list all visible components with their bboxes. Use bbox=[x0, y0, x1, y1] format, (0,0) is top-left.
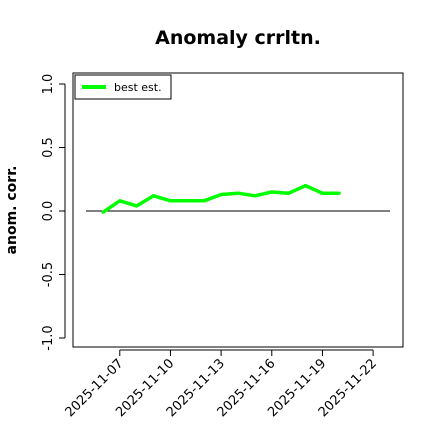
y-tick-label: -1.0 bbox=[41, 325, 56, 350]
data-point bbox=[270, 190, 274, 194]
plot-frame bbox=[72, 72, 404, 348]
data-point bbox=[337, 191, 341, 195]
data-point bbox=[236, 191, 240, 195]
data-point bbox=[202, 199, 206, 203]
data-point bbox=[253, 194, 257, 198]
series-group bbox=[101, 183, 341, 214]
data-point bbox=[304, 184, 308, 188]
series-line-best-est bbox=[101, 183, 340, 214]
chart-title: Anomaly crrltn. bbox=[155, 27, 321, 49]
data-point bbox=[135, 204, 139, 208]
data-point bbox=[118, 199, 122, 203]
data-point bbox=[101, 210, 105, 214]
data-point bbox=[185, 199, 189, 203]
x-axis: 2025-11-072025-11-102025-11-132025-11-16… bbox=[63, 349, 380, 420]
data-point bbox=[287, 191, 291, 195]
data-point bbox=[168, 199, 172, 203]
legend: best est. bbox=[74, 74, 172, 100]
y-tick-label: -0.5 bbox=[41, 262, 56, 287]
y-axis: -1.0 -0.5 0.0 0.5 1.0 bbox=[41, 74, 66, 351]
y-tick-label: 0.0 bbox=[41, 201, 56, 222]
data-point bbox=[219, 192, 223, 196]
y-tick-label: 0.5 bbox=[41, 137, 56, 158]
data-point bbox=[152, 194, 156, 198]
data-point bbox=[320, 191, 324, 195]
y-tick-label: 1.0 bbox=[41, 74, 56, 95]
y-axis-label: anom. corr. bbox=[4, 166, 20, 255]
legend-label: best est. bbox=[114, 81, 162, 94]
